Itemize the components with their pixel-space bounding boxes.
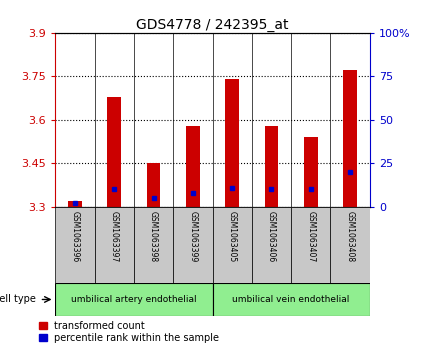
Bar xyxy=(94,207,134,283)
Text: cell type: cell type xyxy=(0,294,36,305)
Text: GSM1063396: GSM1063396 xyxy=(71,211,79,262)
Text: GSM1063398: GSM1063398 xyxy=(149,211,158,262)
Bar xyxy=(55,283,212,316)
Bar xyxy=(134,207,173,283)
Bar xyxy=(173,207,212,283)
Text: GSM1063399: GSM1063399 xyxy=(188,211,197,262)
Text: GSM1063407: GSM1063407 xyxy=(306,211,315,262)
Bar xyxy=(304,137,317,207)
Bar xyxy=(55,207,94,283)
Bar xyxy=(252,207,291,283)
Text: GSM1063397: GSM1063397 xyxy=(110,211,119,262)
Text: umbilical artery endothelial: umbilical artery endothelial xyxy=(71,295,197,304)
Bar xyxy=(225,79,239,207)
Legend: transformed count, percentile rank within the sample: transformed count, percentile rank withi… xyxy=(39,321,219,343)
Bar xyxy=(186,126,200,207)
Bar xyxy=(343,70,357,207)
Bar xyxy=(212,283,370,316)
Bar xyxy=(147,163,160,207)
Bar xyxy=(108,97,121,207)
Bar xyxy=(291,207,331,283)
Text: GSM1063408: GSM1063408 xyxy=(346,211,354,262)
Bar xyxy=(68,201,82,207)
Text: GSM1063406: GSM1063406 xyxy=(267,211,276,262)
Bar xyxy=(212,207,252,283)
Bar xyxy=(331,207,370,283)
Title: GDS4778 / 242395_at: GDS4778 / 242395_at xyxy=(136,18,289,32)
Text: GSM1063405: GSM1063405 xyxy=(228,211,237,262)
Bar xyxy=(265,126,278,207)
Text: umbilical vein endothelial: umbilical vein endothelial xyxy=(232,295,350,304)
